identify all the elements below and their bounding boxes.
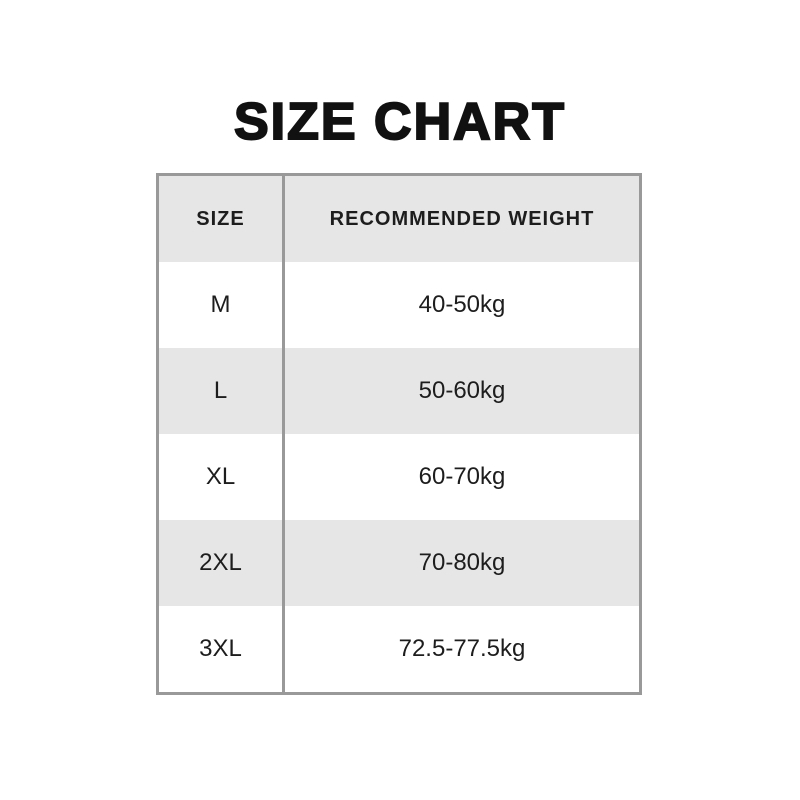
weight-cell: 70-80kg: [282, 520, 641, 606]
weight-cell: 72.5-77.5kg: [282, 606, 641, 694]
table-header-row: SIZE RECOMMENDED WEIGHT: [157, 174, 641, 262]
weight-cell: 50-60kg: [282, 348, 641, 434]
size-cell: XL: [205, 463, 236, 490]
table-row: 2XL 70-80kg: [157, 520, 641, 606]
table-row: XL 60-70kg: [157, 434, 641, 520]
size-cell: L: [213, 377, 228, 404]
size-cell: 3XL: [199, 635, 242, 662]
table-row: M 40-50kg: [157, 262, 641, 348]
weight-cell: 40-50kg: [282, 262, 641, 348]
weight-cell: 60-70kg: [282, 434, 641, 520]
page-title: SIZE CHART: [233, 92, 566, 151]
size-cell: M: [210, 291, 231, 318]
header-cell-recommended-weight: RECOMMENDED WEIGHT: [282, 174, 641, 262]
table-row: L 50-60kg: [157, 348, 641, 434]
header-cell-size: SIZE: [196, 207, 245, 230]
table-row: 3XL 72.5-77.5kg: [157, 606, 641, 694]
size-chart-table: SIZE RECOMMENDED WEIGHT M 40-50kg L 50-6…: [156, 173, 642, 695]
size-cell: 2XL: [199, 549, 242, 576]
